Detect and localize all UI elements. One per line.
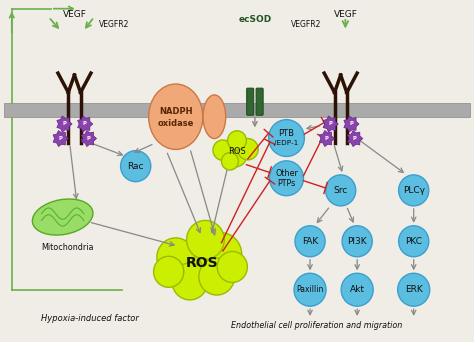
Text: Akt: Akt — [350, 285, 365, 294]
Circle shape — [295, 226, 325, 257]
Circle shape — [326, 175, 356, 206]
Circle shape — [172, 263, 208, 300]
Circle shape — [237, 139, 258, 160]
Text: Other: Other — [275, 169, 298, 178]
Circle shape — [154, 256, 184, 287]
Circle shape — [221, 153, 238, 170]
Circle shape — [199, 258, 235, 295]
Circle shape — [213, 140, 233, 160]
Circle shape — [398, 273, 430, 306]
Polygon shape — [344, 116, 359, 132]
FancyBboxPatch shape — [246, 88, 254, 115]
Ellipse shape — [32, 199, 93, 235]
Circle shape — [228, 131, 246, 150]
Text: PTB: PTB — [279, 129, 294, 138]
Text: ecSOD: ecSOD — [238, 15, 272, 24]
Text: PTPs: PTPs — [277, 179, 296, 188]
Text: FAK: FAK — [302, 237, 318, 246]
Text: VEGF: VEGF — [333, 11, 357, 19]
Text: P: P — [328, 121, 332, 127]
Text: VEGF: VEGF — [63, 11, 86, 19]
Text: P: P — [325, 136, 328, 141]
Text: PI3K: PI3K — [347, 237, 367, 246]
Text: Rac: Rac — [128, 162, 144, 171]
Circle shape — [217, 251, 247, 282]
Circle shape — [157, 238, 195, 277]
Circle shape — [120, 150, 151, 182]
Text: NADPH: NADPH — [159, 107, 192, 116]
Circle shape — [187, 221, 224, 259]
Text: P: P — [87, 136, 91, 141]
Polygon shape — [319, 131, 335, 147]
Text: PLCγ: PLCγ — [403, 186, 425, 195]
Bar — [4, 103, 470, 117]
Text: ROS: ROS — [228, 147, 246, 156]
Text: Src: Src — [334, 186, 348, 195]
Text: PKC: PKC — [405, 237, 422, 246]
Text: Endothelial cell proliferation and migration: Endothelial cell proliferation and migra… — [231, 320, 403, 330]
Circle shape — [294, 273, 326, 306]
Text: P: P — [62, 121, 66, 127]
Text: oxidase: oxidase — [157, 119, 194, 129]
Text: VEGFR2: VEGFR2 — [291, 20, 321, 29]
Polygon shape — [78, 116, 93, 132]
Circle shape — [342, 226, 372, 257]
Circle shape — [269, 120, 304, 156]
Text: P: P — [83, 121, 87, 127]
Circle shape — [399, 226, 429, 257]
Circle shape — [199, 233, 242, 276]
Text: ERK: ERK — [405, 285, 423, 294]
Polygon shape — [323, 116, 338, 132]
Circle shape — [399, 175, 429, 206]
Circle shape — [222, 141, 247, 167]
Text: Mitochondria: Mitochondria — [41, 242, 93, 252]
Circle shape — [270, 161, 303, 196]
Polygon shape — [347, 131, 363, 147]
Ellipse shape — [203, 95, 226, 139]
Polygon shape — [53, 131, 68, 147]
Polygon shape — [82, 131, 97, 147]
Text: Paxillin: Paxillin — [296, 285, 324, 294]
Text: Hypoxia-induced factor: Hypoxia-induced factor — [41, 314, 139, 323]
Circle shape — [341, 273, 373, 306]
Polygon shape — [57, 116, 72, 132]
Text: P: P — [353, 136, 357, 141]
Text: P: P — [58, 136, 62, 141]
Text: P: P — [349, 121, 353, 127]
Ellipse shape — [149, 84, 203, 149]
Circle shape — [173, 238, 221, 288]
Text: ROS: ROS — [185, 256, 218, 270]
FancyBboxPatch shape — [256, 88, 263, 115]
Text: /EDP-1: /EDP-1 — [274, 140, 299, 146]
Text: VEGFR2: VEGFR2 — [99, 20, 129, 29]
